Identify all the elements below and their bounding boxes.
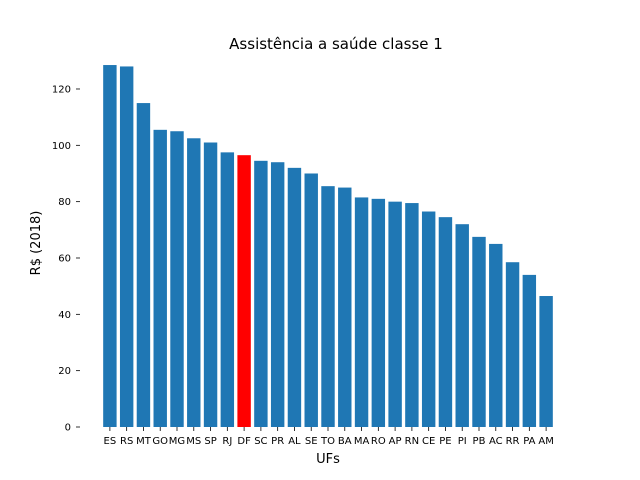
x-tick-label-ac: AC: [489, 436, 503, 447]
bar-rs: [119, 66, 134, 427]
bar-to: [321, 186, 335, 427]
x-tick-label-go: GO: [152, 436, 168, 447]
x-axis: ES RS MT GO MG MS SP RJ DF SC PR AL SE TO BA MA RO AP RN CE…: [104, 427, 554, 447]
y-tick-label: 40: [58, 310, 71, 321]
x-tick-label-sp: SP: [204, 436, 216, 447]
bar-ba: [338, 187, 352, 427]
bar-sp: [203, 142, 218, 427]
bar-ap: [388, 201, 402, 427]
y-tick-label: 60: [58, 253, 71, 264]
x-tick-label-se: SE: [305, 436, 318, 447]
x-tick-label-to: TO: [320, 436, 335, 447]
x-tick-label-pe: PE: [439, 436, 451, 447]
bar-ms: [187, 138, 201, 427]
bar-se: [304, 173, 318, 427]
x-tick-label-ro: RO: [371, 436, 386, 447]
x-tick-label-rs: RS: [120, 436, 133, 447]
x-tick-label-rj: RJ: [222, 436, 232, 447]
bar-rj: [220, 152, 235, 427]
x-axis-label: UFs: [316, 452, 340, 467]
x-tick-label-pr: PR: [271, 436, 284, 447]
chart-title: Assistência a saúde classe 1: [229, 35, 443, 53]
x-tick-label-pi: PI: [458, 436, 467, 447]
x-tick-label-pb: PB: [473, 436, 486, 447]
x-tick-label-sc: SC: [254, 436, 267, 447]
bar-es: [103, 65, 117, 427]
bar-pe: [438, 217, 453, 427]
bars: [103, 65, 553, 428]
x-tick-label-mt: MT: [136, 436, 152, 447]
x-tick-label-ba: BA: [338, 436, 352, 447]
x-tick-label-rr: RR: [506, 436, 520, 447]
bar-mt: [136, 103, 151, 428]
bar-ce: [421, 211, 436, 427]
x-tick-label-rn: RN: [405, 436, 419, 447]
x-tick-label-al: AL: [288, 436, 301, 447]
bar-ma: [354, 197, 369, 427]
bar-pr: [270, 162, 285, 427]
bar-mg: [170, 131, 184, 428]
y-tick-label: 20: [58, 366, 71, 377]
x-tick-label-ap: AP: [389, 436, 402, 447]
x-tick-label-ma: MA: [354, 436, 370, 447]
bar-pb: [472, 236, 486, 427]
x-tick-label-es: ES: [104, 436, 117, 447]
x-tick-label-pa: PA: [523, 436, 535, 447]
bar-go: [153, 129, 167, 427]
y-tick-label: 80: [58, 197, 71, 208]
bar-al: [287, 167, 302, 427]
y-axis: 0 20 40 60 80 100 120: [52, 84, 80, 434]
bar-rn: [405, 203, 419, 427]
bar-rr: [505, 262, 520, 427]
y-tick-label: 100: [52, 141, 71, 152]
bar-df: [237, 155, 251, 427]
bar-ro: [371, 198, 386, 427]
bar-pa: [522, 274, 537, 427]
y-axis-label: R$ (2018): [29, 211, 44, 276]
y-tick-label: 120: [52, 84, 71, 95]
bar-pi: [455, 224, 469, 427]
bar-ac: [489, 243, 503, 427]
x-tick-label-df: DF: [237, 436, 251, 447]
x-tick-label-mg: MG: [169, 436, 185, 447]
y-tick-label: 0: [65, 423, 71, 434]
x-tick-label-am: AM: [538, 436, 553, 447]
x-tick-label-ce: CE: [422, 436, 435, 447]
bar-am: [539, 296, 553, 427]
x-tick-label-ms: MS: [186, 436, 201, 447]
bar-sc: [254, 160, 268, 427]
